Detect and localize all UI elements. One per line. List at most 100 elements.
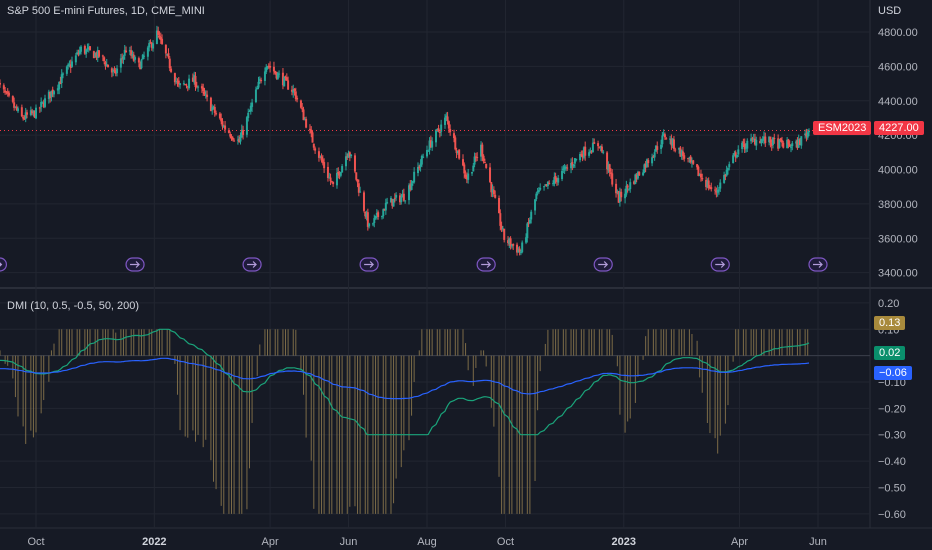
indicator-blue-line — [0, 357, 810, 400]
candle-body — [654, 145, 657, 152]
candle-body — [751, 138, 754, 140]
candle-body — [626, 185, 629, 188]
candle-body — [725, 169, 728, 176]
candle-body — [665, 138, 668, 140]
candle-body — [249, 105, 252, 112]
indicator-title: DMI (10, 0.5, -0.5, 50, 200) — [7, 300, 140, 312]
arrow-icon — [715, 261, 726, 268]
candle-body — [204, 94, 207, 96]
candle-body — [382, 209, 385, 217]
candle-body — [101, 55, 104, 57]
x-tick-label: 2023 — [612, 536, 636, 548]
candle-body — [780, 140, 783, 143]
candle-body — [769, 136, 772, 143]
candle-body — [13, 102, 16, 108]
candle-body — [633, 181, 636, 184]
candle-body — [535, 193, 538, 200]
candle-body — [212, 106, 215, 108]
candle-body — [256, 87, 259, 90]
candle-body — [638, 171, 641, 176]
x-tick-label: Jun — [340, 536, 358, 548]
candle-body — [501, 228, 504, 230]
candle-body — [591, 142, 594, 153]
candle-body — [128, 50, 131, 52]
candle-body — [428, 140, 431, 151]
candle-body — [29, 110, 32, 115]
candle-body — [698, 174, 701, 176]
candle-body — [257, 81, 260, 88]
candle-body — [510, 244, 513, 247]
arrow-icon — [364, 261, 374, 268]
candle-body — [447, 121, 450, 129]
candle-body — [7, 92, 10, 96]
candle-body — [395, 195, 398, 198]
candle-body — [636, 172, 639, 179]
candle-body — [573, 158, 576, 164]
candle-body — [410, 183, 413, 190]
candle-body — [528, 219, 531, 224]
candle-body — [426, 150, 428, 157]
candle-body — [386, 202, 389, 204]
candle-body — [480, 144, 483, 157]
candle-body — [218, 113, 221, 119]
candle-body — [498, 198, 501, 214]
candle-body — [186, 86, 189, 88]
candle-body — [14, 106, 17, 108]
candle-body — [89, 46, 92, 51]
candle-body — [294, 91, 297, 100]
candle-body — [159, 37, 162, 40]
candle-body — [697, 166, 700, 177]
candle-body — [56, 88, 59, 91]
candle-body — [175, 81, 178, 83]
candle-body — [347, 152, 350, 158]
indicator-tick-label: −0.40 — [878, 456, 906, 468]
candle-body — [706, 181, 709, 188]
candle-body — [71, 61, 74, 67]
candle-body — [260, 79, 263, 82]
candle-body — [600, 146, 603, 152]
candle-body — [25, 112, 28, 115]
candle-body — [85, 49, 88, 54]
candle-body — [323, 162, 326, 169]
arrow-icon — [813, 261, 823, 268]
candle-body — [83, 46, 86, 54]
candle-body — [482, 155, 485, 161]
candle-body — [245, 117, 248, 135]
candle-body — [31, 110, 34, 114]
candle-body — [231, 137, 234, 140]
candle-body — [326, 166, 329, 178]
candle-body — [143, 55, 146, 57]
candle-body — [599, 146, 602, 148]
candle-body — [40, 101, 43, 108]
candle-body — [236, 139, 239, 141]
candle-body — [625, 185, 628, 195]
candle-body — [563, 166, 566, 170]
candle-body — [471, 172, 474, 174]
candle-body — [771, 137, 774, 146]
candle-body — [651, 157, 654, 164]
candle-body — [476, 157, 479, 159]
candle-body — [580, 154, 583, 156]
candle-body — [509, 238, 512, 247]
candle-body — [258, 79, 261, 81]
candle-body — [239, 137, 242, 142]
candle-body — [338, 172, 341, 176]
candle-body — [741, 142, 744, 149]
candle-body — [33, 110, 36, 118]
candle-body — [435, 129, 438, 143]
candle-body — [148, 43, 151, 48]
candle-body — [521, 242, 524, 253]
candle-body — [105, 64, 108, 67]
candle-body — [453, 133, 456, 139]
candle-body — [42, 102, 45, 107]
candle-body — [770, 143, 773, 146]
candle-body — [188, 78, 191, 89]
candle-body — [308, 128, 311, 131]
candle-body — [462, 159, 465, 166]
candle-body — [140, 59, 143, 69]
candle-body — [341, 166, 344, 173]
candle-body — [364, 212, 367, 217]
candle-body — [427, 150, 430, 152]
candle-body — [581, 154, 584, 158]
